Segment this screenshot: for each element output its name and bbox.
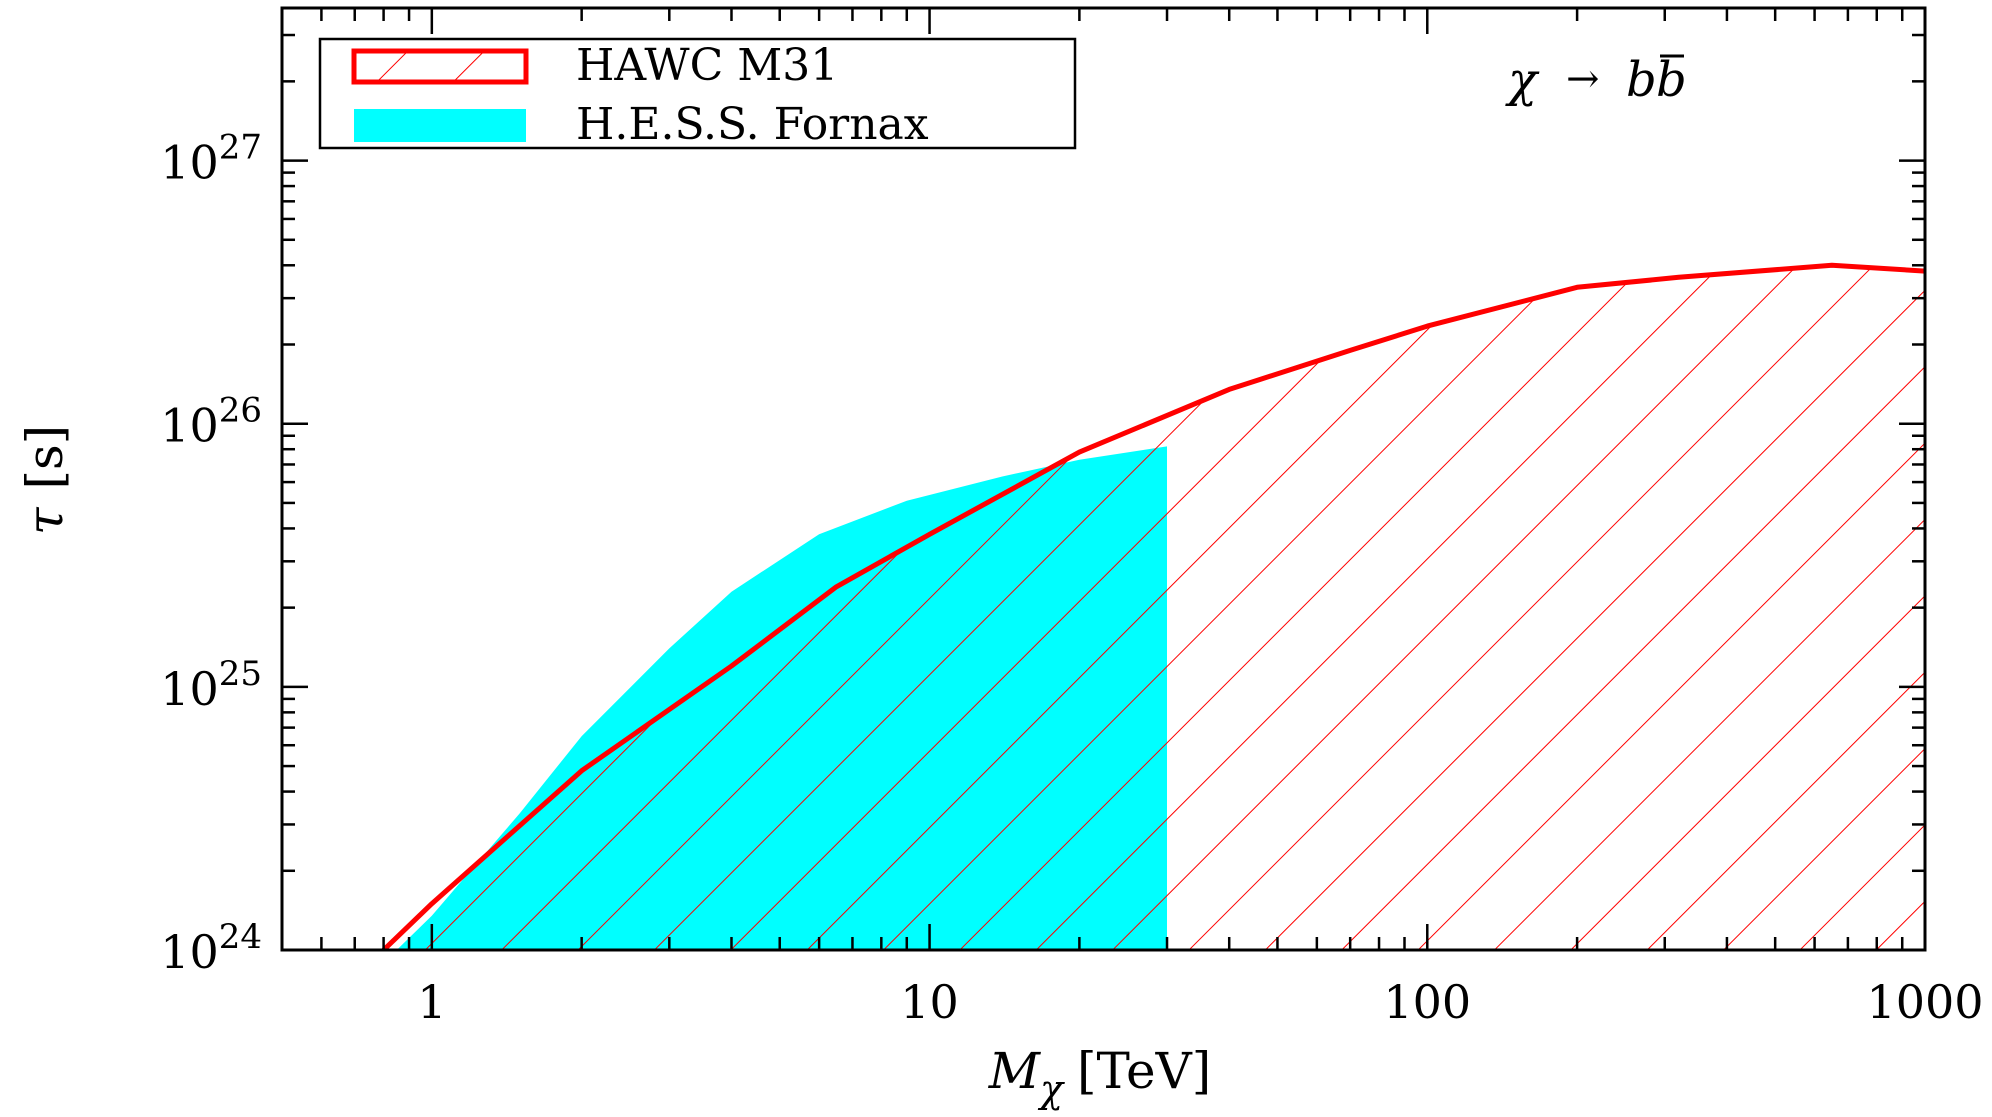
series-hawc-m31-line [381, 262, 1925, 950]
axes [280, 6, 1927, 952]
y-tick-label: 1025 [160, 654, 262, 716]
x-tick-label: 10 [900, 975, 959, 1029]
legend-label-hawc: HAWC M31 [576, 40, 838, 91]
y-tick-label: 1027 [160, 128, 262, 190]
x-tick-label: 1000 [1866, 975, 1983, 1029]
y-tick-label: 1024 [160, 917, 262, 979]
y-axis-title: τ[s] [16, 425, 74, 535]
series-hawc-m31-hatch [383, 265, 1925, 950]
plot-area [381, 262, 1925, 950]
x-axis-title: Mχ [TeV] [988, 1042, 1211, 1111]
annotation-arrow: → [1566, 56, 1600, 102]
legend-swatch-hess [354, 109, 526, 142]
channel-annotation: χ → b b [1505, 52, 1687, 108]
legend-swatch-hawc [351, 48, 529, 85]
annotation-bbar: b [1656, 52, 1687, 108]
svg-text:χ: χ [1505, 52, 1540, 108]
y-tick-label: 1026 [160, 391, 262, 453]
annotation-chi: χ [1505, 52, 1540, 108]
axis-labels: 1 10 100 1000 1024 1025 1026 1027 Mχ [TeV] τ[s] [16, 128, 1984, 1111]
annotation-b: b [1626, 52, 1657, 108]
x-tick-label: 100 [1383, 975, 1471, 1029]
plot-frame [280, 6, 1927, 952]
x-tick-label: 1 [417, 975, 446, 1029]
legend: HAWC M31 H.E.S.S. Fornax [318, 37, 1077, 150]
legend-label-hess: H.E.S.S. Fornax [576, 99, 929, 150]
